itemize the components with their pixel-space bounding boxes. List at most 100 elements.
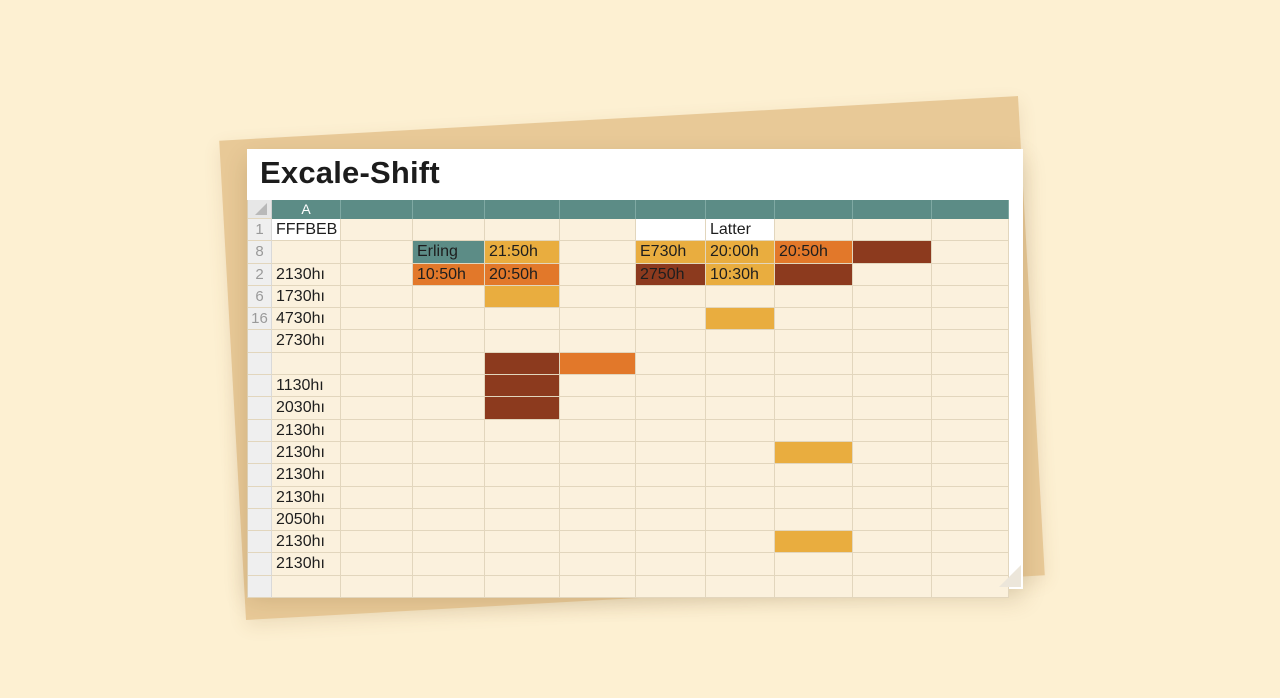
table-cell[interactable]: [706, 330, 775, 353]
table-cell[interactable]: [485, 285, 560, 309]
table-cell[interactable]: [485, 531, 560, 554]
table-cell[interactable]: [485, 553, 560, 576]
table-cell[interactable]: [485, 486, 560, 509]
table-cell[interactable]: [706, 464, 775, 487]
table-cell[interactable]: [775, 553, 853, 576]
table-cell[interactable]: [636, 397, 706, 420]
table-cell[interactable]: [636, 285, 706, 309]
table-cell[interactable]: [932, 508, 1009, 532]
table-cell[interactable]: [341, 486, 413, 509]
table-cell[interactable]: [341, 441, 413, 465]
table-cell[interactable]: [341, 419, 413, 442]
table-cell[interactable]: [413, 464, 485, 487]
table-cell[interactable]: [341, 308, 413, 331]
table-cell[interactable]: [636, 486, 706, 509]
table-cell[interactable]: [485, 464, 560, 487]
table-cell[interactable]: 2050hı: [272, 508, 341, 532]
table-cell[interactable]: [560, 441, 636, 465]
table-cell[interactable]: [932, 352, 1009, 376]
table-cell[interactable]: [853, 553, 932, 576]
table-cell[interactable]: [560, 397, 636, 420]
table-cell[interactable]: [341, 553, 413, 576]
table-cell[interactable]: [636, 464, 706, 487]
table-cell[interactable]: [853, 441, 932, 465]
table-cell[interactable]: [341, 464, 413, 487]
table-cell[interactable]: [636, 441, 706, 465]
row-header[interactable]: [248, 330, 272, 353]
table-cell[interactable]: [413, 486, 485, 509]
row-header[interactable]: [248, 508, 272, 532]
table-cell[interactable]: [341, 241, 413, 264]
table-cell[interactable]: 20:50h: [485, 263, 560, 286]
column-header[interactable]: [853, 200, 932, 219]
table-cell[interactable]: [853, 241, 932, 264]
table-cell[interactable]: [413, 553, 485, 576]
table-cell[interactable]: 2130hı: [272, 464, 341, 487]
table-cell[interactable]: [560, 285, 636, 309]
row-header[interactable]: 2: [248, 263, 272, 286]
table-cell[interactable]: [341, 531, 413, 554]
row-header[interactable]: [248, 397, 272, 420]
table-cell[interactable]: 2130hı: [272, 531, 341, 554]
table-cell[interactable]: [932, 575, 1009, 599]
column-header[interactable]: [341, 200, 413, 219]
table-cell[interactable]: [932, 531, 1009, 554]
table-cell[interactable]: [636, 375, 706, 398]
table-cell[interactable]: [932, 263, 1009, 286]
table-cell[interactable]: [560, 464, 636, 487]
table-cell[interactable]: 2130hı: [272, 419, 341, 442]
column-header[interactable]: [775, 200, 853, 219]
table-cell[interactable]: [706, 308, 775, 331]
row-header[interactable]: [248, 375, 272, 398]
table-cell[interactable]: [706, 285, 775, 309]
table-cell[interactable]: [775, 441, 853, 465]
table-cell[interactable]: 2130hı: [272, 486, 341, 509]
row-header[interactable]: [248, 531, 272, 554]
table-cell[interactable]: [853, 219, 932, 242]
table-cell[interactable]: [775, 531, 853, 554]
table-cell[interactable]: [932, 441, 1009, 465]
table-cell[interactable]: [932, 553, 1009, 576]
table-cell[interactable]: [932, 419, 1009, 442]
table-cell[interactable]: [636, 352, 706, 376]
table-cell[interactable]: [341, 397, 413, 420]
table-cell[interactable]: [485, 419, 560, 442]
table-cell[interactable]: [853, 575, 932, 599]
table-cell[interactable]: 20:00h: [706, 241, 775, 264]
table-cell[interactable]: 2030hı: [272, 397, 341, 420]
table-cell[interactable]: 10:50h: [413, 263, 485, 286]
table-cell[interactable]: [932, 241, 1009, 264]
column-header[interactable]: A: [272, 200, 341, 219]
table-cell[interactable]: [272, 241, 341, 264]
table-cell[interactable]: [413, 330, 485, 353]
table-cell[interactable]: [485, 575, 560, 599]
table-cell[interactable]: [485, 352, 560, 376]
table-cell[interactable]: Erling: [413, 241, 485, 264]
row-header[interactable]: [248, 464, 272, 487]
table-cell[interactable]: [413, 441, 485, 465]
table-cell[interactable]: [853, 285, 932, 309]
table-cell[interactable]: [636, 508, 706, 532]
table-cell[interactable]: [341, 575, 413, 599]
table-cell[interactable]: [560, 531, 636, 554]
column-header[interactable]: [636, 200, 706, 219]
table-cell[interactable]: [560, 575, 636, 599]
table-cell[interactable]: [932, 375, 1009, 398]
table-cell[interactable]: [636, 553, 706, 576]
table-cell[interactable]: [485, 508, 560, 532]
table-cell[interactable]: [341, 285, 413, 309]
table-cell[interactable]: [413, 219, 485, 242]
table-cell[interactable]: [341, 330, 413, 353]
table-cell[interactable]: [775, 308, 853, 331]
table-cell[interactable]: [853, 397, 932, 420]
table-cell[interactable]: [485, 308, 560, 331]
table-cell[interactable]: [413, 285, 485, 309]
table-cell[interactable]: 2130hı: [272, 441, 341, 465]
table-cell[interactable]: [413, 352, 485, 376]
table-cell[interactable]: [560, 219, 636, 242]
table-cell[interactable]: [413, 575, 485, 599]
row-header[interactable]: [248, 352, 272, 376]
table-cell[interactable]: [560, 508, 636, 532]
table-cell[interactable]: [853, 464, 932, 487]
table-cell[interactable]: [341, 219, 413, 242]
